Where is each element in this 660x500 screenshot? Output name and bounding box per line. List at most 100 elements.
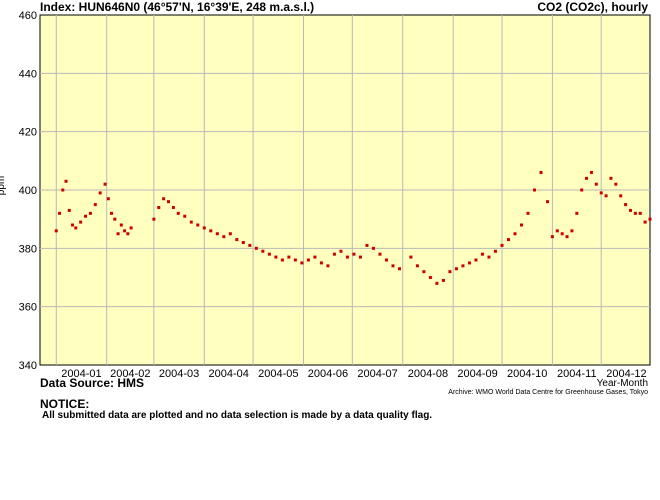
x-tick-label: 2004-03 bbox=[159, 368, 199, 380]
notice-heading: NOTICE: bbox=[40, 397, 90, 411]
data-point bbox=[384, 258, 388, 262]
x-tick-label: 2004-12 bbox=[606, 368, 646, 380]
data-point bbox=[228, 232, 232, 236]
data-point bbox=[371, 246, 375, 250]
data-point bbox=[93, 203, 97, 207]
data-point bbox=[306, 258, 310, 262]
data-point bbox=[54, 229, 58, 233]
data-point bbox=[428, 276, 432, 279]
data-point bbox=[167, 200, 171, 204]
data-point bbox=[261, 249, 265, 253]
data-point bbox=[448, 270, 452, 274]
grid-lines bbox=[40, 15, 650, 365]
data-point bbox=[339, 249, 343, 253]
y-tick-label: 460 bbox=[19, 10, 37, 22]
data-point bbox=[570, 229, 574, 233]
data-point bbox=[152, 217, 156, 221]
data-point bbox=[119, 223, 123, 227]
data-point bbox=[526, 211, 530, 215]
x-axis-ticks: 2004-01 2004-02 2004-03 2004-04 2004-05 2004-… bbox=[61, 368, 646, 380]
data-point bbox=[332, 252, 336, 256]
data-point bbox=[352, 252, 356, 256]
data-point bbox=[313, 255, 317, 259]
data-point bbox=[162, 197, 166, 201]
data-point bbox=[467, 261, 471, 265]
data-point bbox=[409, 255, 413, 259]
data-point bbox=[493, 249, 497, 253]
x-tick-label: 2004-05 bbox=[258, 368, 298, 380]
data-point bbox=[533, 188, 537, 192]
data-point bbox=[480, 252, 484, 256]
data-point bbox=[643, 220, 647, 224]
data-point bbox=[71, 223, 75, 227]
data-point bbox=[241, 241, 245, 244]
data-point bbox=[604, 194, 608, 198]
data-point bbox=[254, 246, 258, 250]
data-point bbox=[539, 171, 543, 174]
archive-credit: Archive: WMO World Data Centre for Green… bbox=[448, 389, 648, 396]
x-tick-label: 2004-04 bbox=[209, 368, 249, 380]
data-source-label: Data Source: HMS bbox=[40, 376, 145, 390]
data-point bbox=[648, 217, 652, 221]
data-point bbox=[103, 182, 107, 186]
x-tick-label: 2004-01 bbox=[61, 368, 101, 380]
data-point bbox=[88, 211, 92, 215]
data-point bbox=[116, 232, 120, 236]
y-tick-label: 340 bbox=[19, 360, 37, 372]
data-point bbox=[274, 255, 278, 259]
data-point bbox=[98, 191, 102, 195]
data-point bbox=[555, 229, 559, 233]
data-point bbox=[435, 281, 439, 285]
data-point bbox=[248, 243, 252, 247]
data-point bbox=[202, 226, 206, 230]
data-point bbox=[550, 235, 554, 239]
data-point bbox=[638, 211, 642, 215]
data-point bbox=[171, 206, 175, 209]
data-point bbox=[589, 171, 593, 174]
data-point bbox=[519, 223, 523, 227]
data-point bbox=[560, 232, 564, 236]
data-point bbox=[594, 182, 598, 186]
data-point bbox=[319, 261, 323, 265]
data-point bbox=[513, 232, 517, 236]
data-point bbox=[287, 255, 291, 259]
data-point bbox=[585, 176, 589, 180]
y-tick-label: 420 bbox=[19, 127, 37, 139]
data-point bbox=[628, 208, 632, 212]
data-point bbox=[58, 211, 62, 215]
x-tick-label: 2004-02 bbox=[110, 368, 150, 380]
data-point bbox=[624, 203, 628, 207]
data-point bbox=[365, 243, 369, 247]
data-point bbox=[196, 223, 200, 227]
data-point bbox=[67, 208, 71, 212]
data-point bbox=[441, 278, 445, 282]
data-point bbox=[326, 264, 330, 268]
data-point bbox=[575, 211, 579, 215]
y-axis-label: ppm bbox=[0, 175, 8, 196]
x-tick-label: 2004-07 bbox=[357, 368, 397, 380]
data-point bbox=[176, 211, 180, 215]
data-point bbox=[189, 220, 193, 224]
y-axis-ticks: 340 360 380 400 420 440 460 bbox=[19, 10, 37, 372]
data-point bbox=[61, 188, 65, 192]
x-tick-label: 2004-11 bbox=[557, 368, 597, 380]
data-point bbox=[345, 255, 349, 259]
chart-title: CO2 (CO2c), hourly bbox=[537, 0, 648, 14]
data-point bbox=[599, 191, 603, 195]
data-point bbox=[391, 264, 395, 268]
data-point bbox=[546, 200, 550, 204]
x-tick-label: 2004-06 bbox=[308, 368, 348, 380]
data-point bbox=[79, 220, 83, 224]
data-point bbox=[123, 229, 127, 233]
data-point bbox=[157, 206, 161, 209]
data-point bbox=[84, 214, 88, 218]
data-point bbox=[580, 188, 584, 192]
data-point bbox=[235, 238, 239, 242]
y-tick-label: 360 bbox=[19, 302, 37, 314]
x-axis-label: Year-Month bbox=[596, 378, 648, 389]
data-point bbox=[565, 235, 569, 239]
data-point bbox=[222, 235, 226, 239]
station-index-title: Index: HUN646N0 (46°57'N, 16°39'E, 248 m… bbox=[40, 0, 315, 14]
data-point bbox=[113, 217, 117, 221]
